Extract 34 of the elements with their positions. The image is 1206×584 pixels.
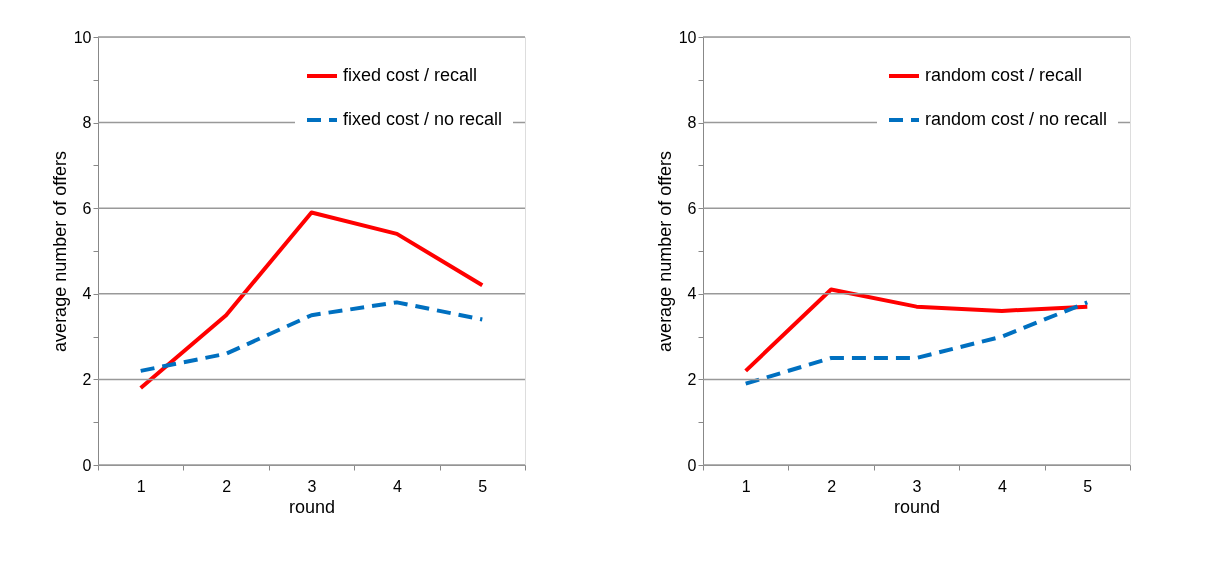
- line-series: [138, 210, 485, 390]
- legend-label: fixed cost / recall: [343, 65, 478, 85]
- y-axis-title: average number of offers: [49, 151, 70, 352]
- y-tick-label: 8: [687, 114, 697, 132]
- x-axis-title: round: [893, 496, 941, 517]
- x-tick-label: 3: [912, 477, 922, 495]
- y-tick-label: 2: [687, 370, 697, 388]
- y-tick-label: 0: [82, 456, 92, 474]
- legend-label: random cost / no recall: [925, 109, 1108, 129]
- x-tick-label: 2: [222, 477, 232, 495]
- x-tick-label: 4: [392, 477, 402, 495]
- y-tick-label: 6: [687, 199, 697, 217]
- x-tick-label: 4: [997, 477, 1007, 495]
- line-series: [743, 300, 1090, 386]
- x-tick-label: 1: [136, 477, 146, 495]
- y-tick-label: 8: [82, 114, 92, 132]
- x-axis-title: round: [288, 496, 336, 517]
- x-tick-label: 2: [827, 477, 837, 495]
- y-tick-label: 10: [73, 28, 92, 46]
- y-tick-label: 4: [82, 285, 92, 303]
- x-tick-label: 5: [1083, 477, 1093, 495]
- y-tick-label: 10: [678, 28, 697, 46]
- x-tick-label: 5: [478, 477, 488, 495]
- legend-label: random cost / recall: [925, 65, 1083, 85]
- line-series: [743, 287, 1090, 373]
- y-tick-label: 6: [82, 199, 92, 217]
- legend-label: fixed cost / no recall: [343, 109, 503, 129]
- x-tick-label: 3: [307, 477, 317, 495]
- y-tick-label: 0: [687, 456, 697, 474]
- line-series: [138, 300, 485, 373]
- y-axis-title: average number of offers: [654, 151, 675, 352]
- x-tick-label: 1: [741, 477, 751, 495]
- y-tick-label: 4: [687, 285, 697, 303]
- y-tick-label: 2: [82, 370, 92, 388]
